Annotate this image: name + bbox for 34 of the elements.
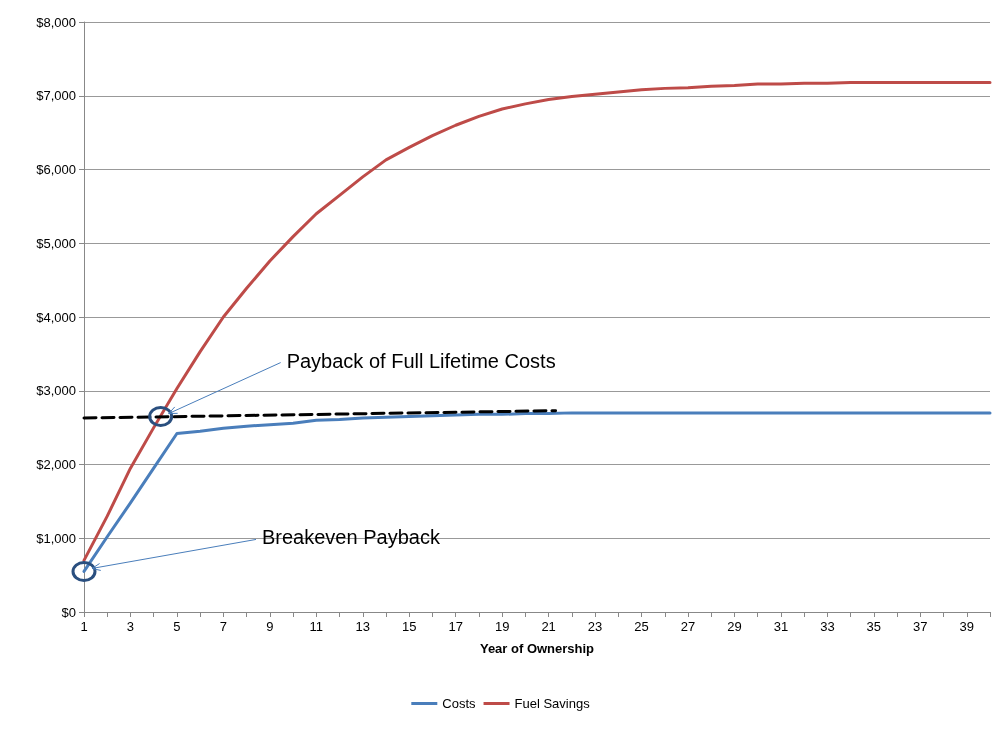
x-tick-label: 29	[727, 619, 742, 634]
x-tick-label: 15	[402, 619, 417, 634]
x-tick-label: 5	[173, 619, 181, 634]
x-tick-label: 9	[266, 619, 274, 634]
annotation: Payback of Full Lifetime Costs	[286, 349, 556, 372]
x-tick-label: 7	[219, 619, 227, 634]
x-tick-label: 25	[634, 619, 649, 634]
legend-label: Costs	[442, 696, 477, 711]
y-tick-label: $3,000	[36, 383, 76, 399]
x-tick-label: 19	[494, 619, 510, 634]
x-tick-label: 21	[541, 619, 556, 634]
y-tick-label: $6,000	[36, 162, 76, 177]
annotation: Breakeven Payback	[262, 526, 441, 549]
x-tick-label: 31	[773, 619, 789, 634]
y-tick-label: $1,000	[36, 530, 76, 546]
y-tick-label: $7,000	[36, 88, 76, 104]
y-tick-label: $0	[61, 604, 76, 620]
x-tick-label: 37	[913, 619, 928, 634]
y-tick-label: $2,000	[36, 457, 76, 472]
y-tick-label: $8,000	[36, 14, 76, 30]
x-tick-label: 17	[448, 619, 463, 634]
y-tick-label: $5,000	[36, 235, 76, 251]
x-tick-label: 23	[587, 619, 603, 634]
x-tick-label: 33	[820, 619, 835, 634]
x-tick-label: 3	[126, 619, 135, 634]
x-tick-label: 35	[866, 619, 882, 634]
x-tick-label: 27	[680, 619, 696, 634]
y-tick-label: $4,000	[36, 309, 76, 325]
x-tick-label: 11	[309, 619, 324, 634]
x-axis-title: Year of Ownership	[479, 641, 595, 656]
x-tick-label: 13	[355, 619, 370, 634]
legend-label: Fuel Savings	[514, 696, 591, 711]
x-tick-label: 39	[959, 619, 974, 634]
x-tick-label: 1	[80, 619, 88, 634]
